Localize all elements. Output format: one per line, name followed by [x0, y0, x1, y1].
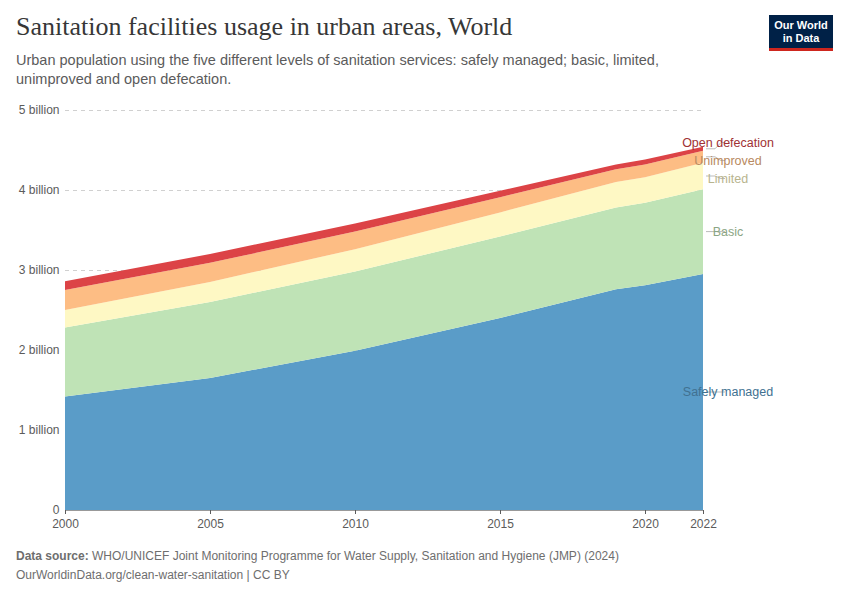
- html-text:Data source: WHO/UNICEF Joint: Data source: WHO/UNICEF Joint Monitoring…: [16, 549, 619, 563]
- svg-text:3 billion: 3 billion: [19, 263, 60, 277]
- html-text:in Data: in Data: [782, 32, 820, 44]
- html-text:Sanitation facilities usage in: Sanitation facilities usage in urban are…: [16, 12, 513, 41]
- svg-text:2015: 2015: [487, 517, 514, 531]
- svg-text:Basic: Basic: [713, 225, 744, 239]
- svg-text:2000: 2000: [52, 517, 79, 531]
- svg-text:2020: 2020: [632, 517, 659, 531]
- html-text:Our World: Our World: [774, 19, 828, 31]
- svg-text:1 billion: 1 billion: [19, 423, 60, 437]
- svg-text:Limited: Limited: [708, 172, 748, 186]
- html-text:OurWorldinData.org/clean-water: OurWorldinData.org/clean-water-sanitatio…: [16, 568, 290, 582]
- html-text:Urban population using the fiv: Urban population using the five differen…: [16, 52, 659, 87]
- svg-text:2010: 2010: [342, 517, 369, 531]
- svg-text:0: 0: [53, 503, 60, 517]
- svg-text:2022: 2022: [690, 517, 717, 531]
- svg-text:Safely managed: Safely managed: [683, 385, 773, 399]
- svg-text:2005: 2005: [197, 517, 224, 531]
- svg-text:4 billion: 4 billion: [19, 183, 60, 197]
- svg-text:5 billion: 5 billion: [19, 103, 60, 117]
- svg-text:Unimproved: Unimproved: [694, 154, 761, 168]
- svg-text:Open defecation: Open defecation: [682, 136, 774, 150]
- svg-text:2 billion: 2 billion: [19, 343, 60, 357]
